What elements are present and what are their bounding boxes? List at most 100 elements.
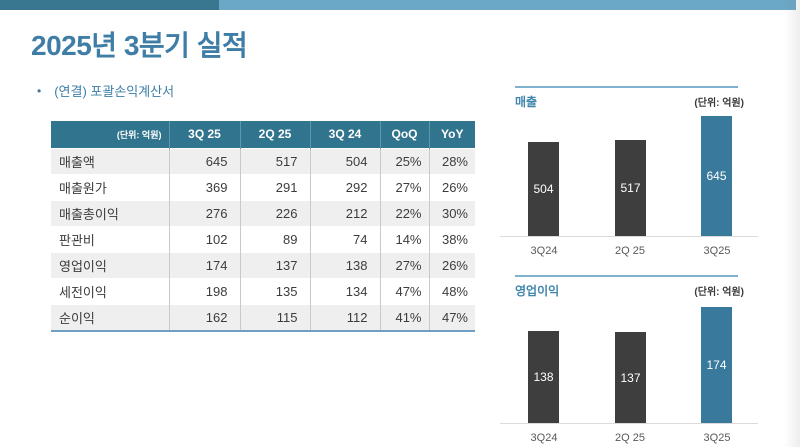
value-cell: 102 [168,225,240,252]
row-label: 매출총이익 [51,199,169,226]
page-title: 2025년 3분기 실적 [31,30,248,61]
subtitle-line: • (연결) 포괄손익계산서 [37,81,174,100]
x-axis-line [500,236,758,237]
chart-header: 매출 (단위: 억원) [515,93,744,109]
bar-3q24: 138 [528,331,559,423]
top-accent-bar [0,0,796,10]
value-cell: 212 [309,199,380,226]
bar-2q25: 517 [615,140,646,236]
value-cell: 135 [239,277,310,304]
table-row: 순이익 162 115 112 41% 47% [51,303,475,330]
column-header-3q25: 3Q 25 [168,121,240,148]
column-header-3q24: 3Q 24 [309,121,380,148]
x-tick-label: 2Q 25 [615,245,645,257]
x-axis-labels: 3Q24 2Q 25 3Q25 [515,245,744,259]
subtitle-text: (연결) 포괄손익계산서 [54,84,175,99]
x-tick-label: 3Q25 [703,432,731,444]
value-cell: 47% [428,303,475,330]
table-row: 영업이익 174 137 138 27% 26% [51,251,475,278]
value-cell: 27% [379,173,429,200]
table-row: 매출액 645 517 504 25% 28% [51,147,475,174]
value-cell: 74 [309,225,380,252]
value-cell: 174 [168,251,240,278]
table-row: 판관비 102 89 74 14% 38% [51,225,475,252]
value-cell: 41% [379,303,429,330]
value-cell: 291 [239,173,310,200]
row-label: 영업이익 [51,251,169,278]
value-cell: 112 [309,303,380,330]
row-label: 세전이익 [51,277,169,304]
income-statement-table: (단위: 억원) 3Q 25 2Q 25 3Q 24 QoQ YoY 매출액 6… [51,121,475,332]
value-cell: 38% [428,225,475,252]
value-cell: 138 [309,251,380,278]
bar-value-label: 645 [706,169,727,183]
row-label: 매출액 [51,147,169,174]
column-header-2q25: 2Q 25 [239,121,310,148]
value-cell: 14% [379,225,429,252]
value-cell: 198 [168,277,240,304]
value-cell: 645 [168,147,240,174]
x-tick-label: 3Q25 [703,245,731,257]
value-cell: 137 [239,251,310,278]
bar-value-label: 138 [533,370,554,384]
top-accent-bar-dark [0,0,219,10]
value-cell: 26% [428,251,475,278]
row-label: 순이익 [51,303,169,330]
operating-profit-chart: 영업이익 (단위: 억원) 138 137 174 3Q24 2Q 25 3Q2… [500,275,758,446]
value-cell: 517 [239,147,310,174]
revenue-chart: 매출 (단위: 억원) 504 517 645 3Q24 2Q 25 3Q25 [500,86,758,259]
table-header-row: (단위: 억원) 3Q 25 2Q 25 3Q 24 QoQ YoY [51,121,475,148]
chart-unit-label: (단위: 억원) [694,98,744,109]
bar-2q25: 137 [615,332,646,423]
value-cell: 25% [379,147,429,174]
value-cell: 47% [379,277,429,304]
table-row: 매출총이익 276 226 212 22% 30% [51,199,475,226]
x-axis-line [500,423,758,424]
bar-3q24: 504 [528,142,559,236]
bar-value-label: 137 [620,370,641,385]
chart-title: 매출 [515,95,538,109]
value-cell: 22% [379,199,429,226]
value-cell: 26% [428,173,475,200]
plot-area: 138 137 174 [500,299,758,424]
bar-value-label: 504 [533,182,554,196]
x-tick-label: 2Q 25 [615,432,645,444]
unit-header-cell: (단위: 억원) [51,121,169,148]
bar-value-label: 174 [706,358,727,372]
value-cell: 30% [428,199,475,226]
table-row: 세전이익 198 135 134 47% 48% [51,277,475,304]
bar-3q25-highlight: 645 [701,116,732,236]
chart-header: 영업이익 (단위: 억원) [515,282,744,298]
row-label: 매출원가 [51,173,169,200]
chart-title: 영업이익 [515,284,560,298]
bar-value-label: 517 [620,181,641,195]
x-tick-label: 3Q24 [530,245,558,257]
x-tick-label: 3Q24 [530,432,558,444]
value-cell: 276 [168,199,240,226]
value-cell: 369 [168,173,240,200]
value-cell: 28% [428,147,475,174]
value-cell: 27% [379,251,429,278]
value-cell: 89 [239,225,310,252]
top-accent-bar-light [219,0,796,10]
bar-3q25-highlight: 174 [701,307,732,423]
chart-top-rule [515,86,738,88]
column-header-qoq: QoQ [379,121,429,148]
value-cell: 115 [239,303,310,330]
value-cell: 134 [309,277,380,304]
bullet-icon: • [37,83,42,98]
table-row: 매출원가 369 291 292 27% 26% [51,173,475,200]
value-cell: 162 [168,303,240,330]
value-cell: 504 [309,147,380,174]
value-cell: 226 [239,199,310,226]
chart-unit-label: (단위: 억원) [694,287,744,298]
value-cell: 292 [309,173,380,200]
slide-edge-shadow [784,0,800,447]
plot-area: 504 517 645 [500,110,758,237]
row-label: 판관비 [51,225,169,252]
value-cell: 48% [428,277,475,304]
column-header-yoy: YoY [428,121,475,148]
chart-top-rule [515,275,738,277]
x-axis-labels: 3Q24 2Q 25 3Q25 [515,432,744,446]
